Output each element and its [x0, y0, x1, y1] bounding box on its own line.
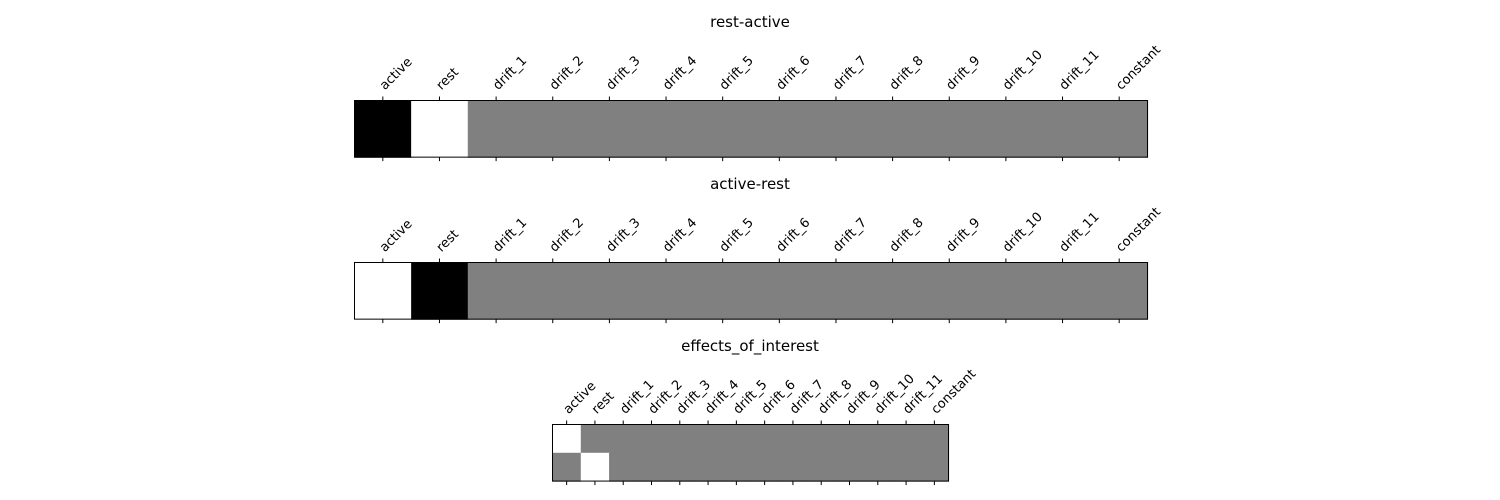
heatmap-cell — [807, 100, 865, 158]
heatmap-cell — [864, 262, 922, 320]
heatmap-cell — [977, 100, 1035, 158]
heatmap-cell — [778, 424, 808, 454]
x-tick-label: drift_2 — [547, 215, 587, 255]
x-tick-label: drift_2 — [547, 53, 587, 93]
heatmap-cell — [580, 452, 610, 482]
panel-title: active-rest — [710, 175, 790, 193]
x-tick-label: drift_4 — [660, 53, 700, 93]
heatmap-cell — [1034, 262, 1092, 320]
x-tick-label: constant — [1113, 205, 1164, 256]
heatmap-cell — [637, 452, 667, 482]
x-tick-label: drift_9 — [943, 53, 983, 93]
heatmap-cell — [580, 424, 610, 454]
panel-title: rest-active — [710, 13, 790, 31]
heatmap-cell — [807, 262, 865, 320]
heatmap-cell — [552, 424, 582, 454]
heatmap-cell — [581, 100, 639, 158]
heatmap-cell — [693, 424, 723, 454]
x-tick-label: drift_10 — [1000, 48, 1046, 94]
heatmap-cell — [722, 452, 752, 482]
x-tick-label: drift_5 — [717, 215, 757, 255]
heatmap-cell — [920, 452, 950, 482]
heatmap-cell — [524, 100, 582, 158]
x-tick-label: drift_9 — [943, 215, 983, 255]
heatmap-cell — [835, 452, 865, 482]
heatmap-cell — [637, 262, 695, 320]
x-tick-label: constant — [1113, 43, 1164, 94]
x-tick-label: drift_3 — [604, 53, 644, 93]
heatmap-cell — [891, 452, 921, 482]
heatmap-cell — [1034, 100, 1092, 158]
heatmap-cell — [977, 262, 1035, 320]
heatmap-cell — [411, 100, 469, 158]
heatmap-cell — [750, 452, 780, 482]
heatmap-cell — [807, 424, 836, 454]
heatmap-cell — [751, 262, 809, 320]
heatmap-cell — [920, 424, 950, 454]
axes-frame — [354, 100, 1148, 158]
heatmap-cell — [722, 424, 752, 454]
x-tick-label: drift_4 — [660, 215, 700, 255]
heatmap-cell — [694, 262, 752, 320]
heatmap-cell — [694, 100, 752, 158]
heatmap-cell — [467, 262, 526, 320]
heatmap-cell — [411, 262, 469, 320]
x-tick-label: drift_8 — [887, 53, 927, 93]
heatmap-cell — [891, 424, 921, 454]
heatmap-cell — [863, 424, 893, 454]
heatmap-cell — [835, 424, 865, 454]
heatmap-cell — [637, 424, 667, 454]
x-tick-label: drift_7 — [830, 53, 870, 93]
axes-frame — [552, 424, 949, 482]
heatmap-cell — [864, 100, 922, 158]
axes-frame — [354, 262, 1148, 320]
x-tick-label: rest — [434, 65, 462, 93]
heatmap-cell — [693, 452, 723, 482]
heatmap-cell — [354, 262, 412, 320]
x-tick-label: drift_11 — [1057, 48, 1103, 94]
heatmap-cell — [637, 100, 695, 158]
x-tick-label: drift_1 — [490, 215, 530, 255]
heatmap-cell — [524, 262, 582, 320]
x-tick-label: drift_1 — [490, 53, 530, 93]
heatmap-cell — [467, 100, 526, 158]
heatmap-cell — [778, 452, 808, 482]
panel-active-rest: active-rest active rest drift_1 drift_2 drif… — [354, 175, 1164, 324]
x-tick-label: drift_11 — [1057, 210, 1103, 256]
heatmap-cell — [354, 100, 412, 158]
heatmap-cell — [920, 262, 979, 320]
x-tick-label: active — [377, 55, 416, 94]
x-tick-label: rest — [434, 227, 462, 255]
heatmap-cell — [920, 100, 979, 158]
heatmap-cell — [1090, 100, 1149, 158]
x-tick-label: drift_6 — [774, 53, 814, 93]
panel-title: effects_of_interest — [681, 337, 819, 356]
heatmap-cell — [807, 452, 836, 482]
heatmap-cell — [552, 452, 582, 482]
x-tick-label: active — [377, 217, 416, 256]
heatmap-cell — [609, 424, 638, 454]
heatmap-cell — [1090, 262, 1149, 320]
heatmap-cell — [751, 100, 809, 158]
heatmap-cell — [609, 452, 638, 482]
x-tick-label: drift_10 — [1000, 210, 1046, 256]
x-tick-label: drift_5 — [717, 53, 757, 93]
x-tick-label: drift_8 — [887, 215, 927, 255]
heatmap-cell — [863, 452, 893, 482]
heatmap-cell — [665, 424, 695, 454]
x-tick-label: drift_3 — [604, 215, 644, 255]
x-tick-label: drift_7 — [830, 215, 870, 255]
x-tick-label: drift_6 — [774, 215, 814, 255]
heatmap-cell — [581, 262, 639, 320]
panel-rest-active: rest-active active rest drift_1 drift_2 drif… — [354, 13, 1164, 162]
heatmap-cell — [750, 424, 780, 454]
heatmap-cell — [665, 452, 695, 482]
